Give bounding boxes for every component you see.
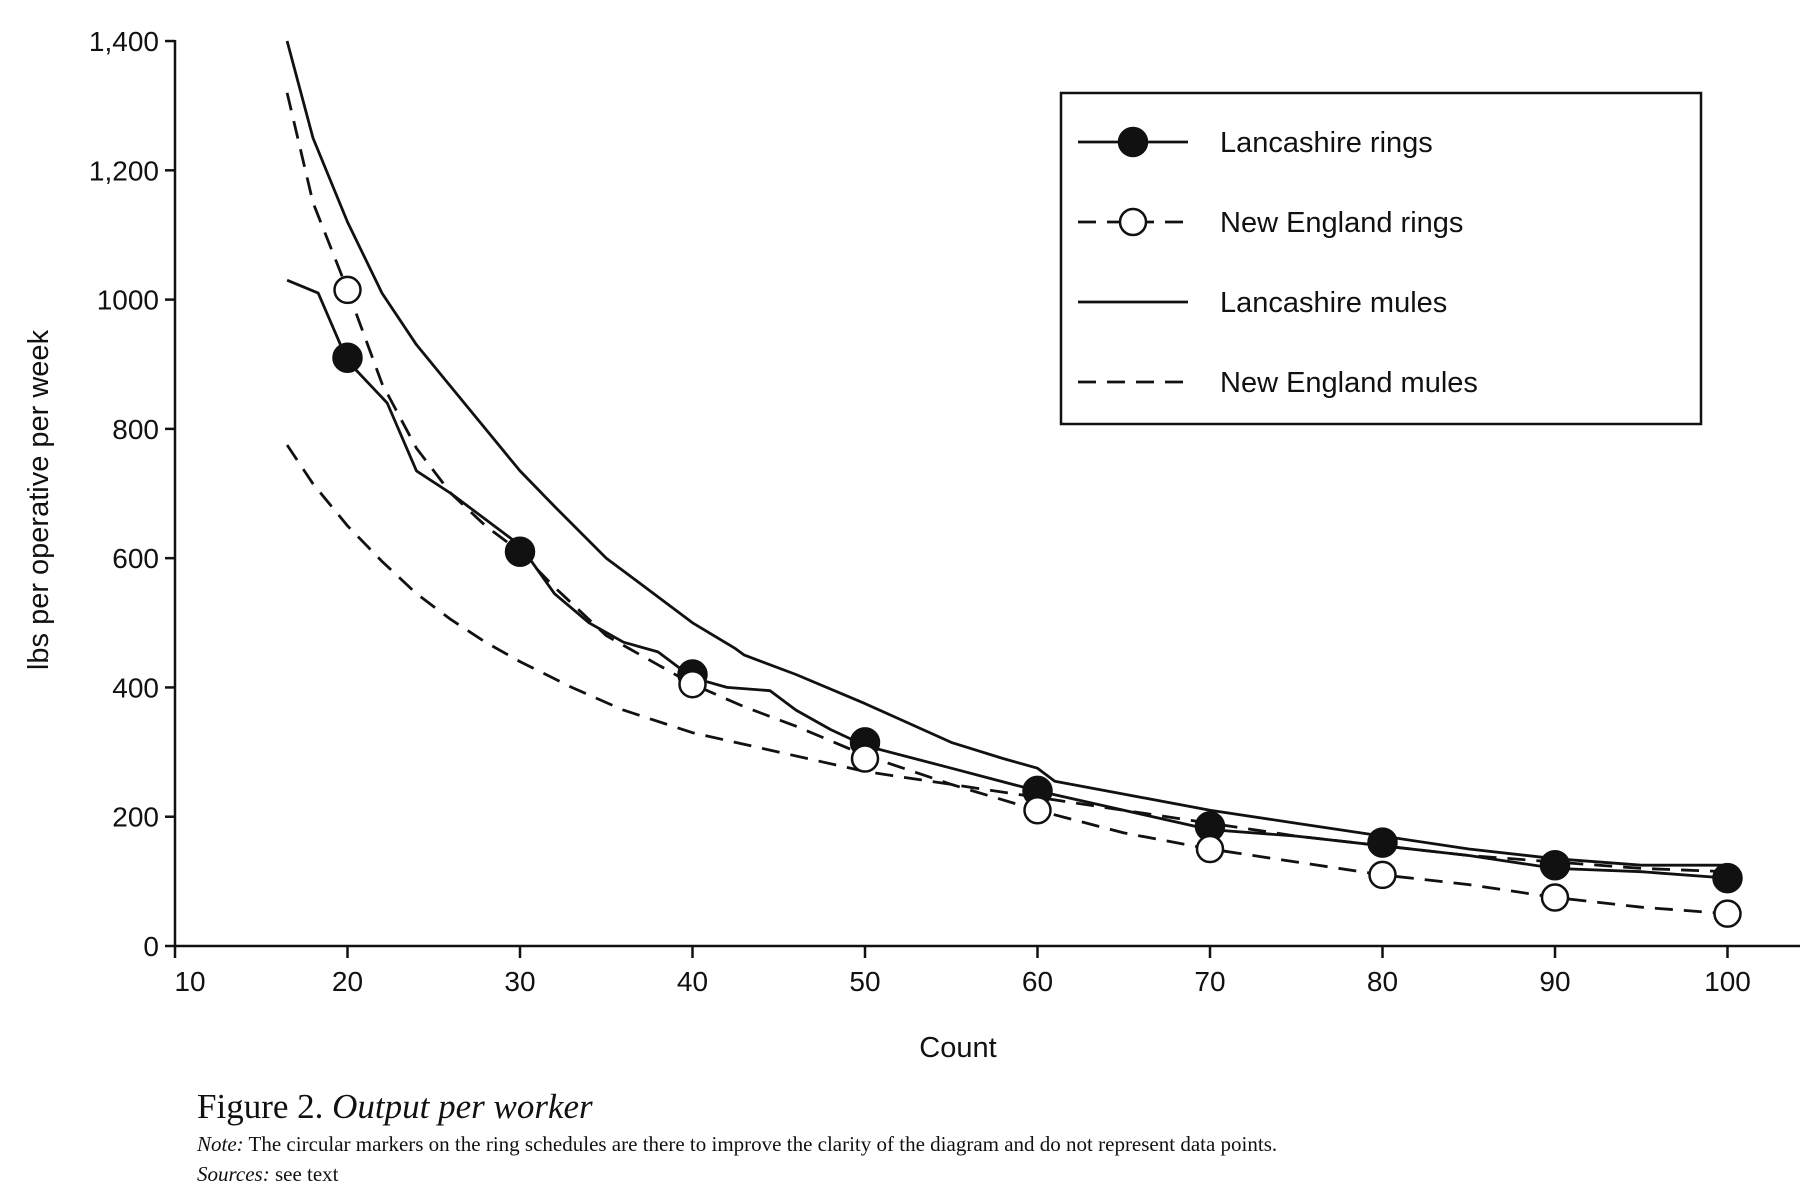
legend-label-new-england-rings: New England rings xyxy=(1220,207,1463,239)
sources-text: see text xyxy=(274,1162,339,1186)
note-text: The circular markers on the ring schedul… xyxy=(248,1132,1278,1156)
lancashire-rings-marker xyxy=(1539,849,1571,881)
lancashire-rings-marker xyxy=(332,342,363,374)
legend: Lancashire rings New England rings Lancash… xyxy=(1059,91,1703,426)
new-england-rings-marker xyxy=(678,669,707,699)
new-england-rings-marker xyxy=(333,275,362,305)
figure-label: Figure 2. xyxy=(197,1087,324,1126)
x-tick-label: 90 xyxy=(1539,966,1570,997)
figure-heading: Figure 2. Output per worker xyxy=(197,1085,1777,1129)
new-england-rings-marker xyxy=(1713,899,1742,928)
y-tick-label: 1000 xyxy=(97,285,159,316)
lancashire-rings-marker xyxy=(1367,827,1398,858)
y-tick-label: 1,400 xyxy=(89,26,159,57)
new-england-rings-marker xyxy=(1540,883,1570,912)
x-tick-label: 20 xyxy=(332,966,363,997)
note-line: Note: The circular markers on the ring s… xyxy=(197,1129,1777,1159)
y-tick-label: 600 xyxy=(112,543,159,574)
legend-marker-new-england-rings xyxy=(1118,207,1148,237)
x-tick-label: 10 xyxy=(174,966,205,997)
new-england-rings-marker xyxy=(1195,834,1225,864)
lancashire-rings-marker xyxy=(1712,862,1743,894)
x-tick-label: 30 xyxy=(504,966,535,997)
legend-label-lancashire-mules: Lancashire mules xyxy=(1220,287,1447,319)
sources-line: Sources: see text xyxy=(197,1159,1777,1189)
x-tick-label: 70 xyxy=(1194,966,1225,997)
lancashire-rings-marker xyxy=(504,536,536,567)
legend-label-new-england-mules: New England mules xyxy=(1220,367,1478,399)
new-england-rings-marker xyxy=(1368,860,1397,890)
y-axis-title: lbs per operative per week xyxy=(23,329,55,670)
lancashire-mules-line xyxy=(285,40,1728,867)
y-tick-label: 400 xyxy=(112,672,159,703)
sources-label: Sources: xyxy=(197,1162,270,1186)
new-england-rings-marker xyxy=(850,744,880,773)
y-tick-label: 1,200 xyxy=(89,155,159,186)
figure-caption: Figure 2. Output per worker Note: The ci… xyxy=(197,1085,1777,1189)
axes: 0 200 400 600 800 1000 1,200 1,400 10 20 30 40 50 60 7… xyxy=(89,26,1800,997)
series-markers xyxy=(332,275,1743,928)
y-tick-label: 200 xyxy=(112,802,159,833)
legend-label-lancashire-rings: Lancashire rings xyxy=(1220,127,1433,159)
x-tick-label: 50 xyxy=(849,966,880,997)
x-tick-label: 40 xyxy=(677,966,708,997)
new-england-mules-line xyxy=(285,444,1728,874)
note-label: Note: xyxy=(197,1132,244,1156)
y-tick-label: 0 xyxy=(143,931,159,962)
x-tick-label: 60 xyxy=(1022,966,1053,997)
y-tick-label: 800 xyxy=(112,414,159,445)
figure-title: Output per worker xyxy=(332,1087,593,1126)
legend-marker-lancashire-rings xyxy=(1117,126,1149,158)
x-tick-label: 80 xyxy=(1367,966,1398,997)
legend-box xyxy=(1059,91,1703,426)
x-tick-label: 100 xyxy=(1704,966,1751,997)
x-axis-title: Count xyxy=(919,1032,996,1064)
new-england-rings-marker xyxy=(1023,796,1052,825)
